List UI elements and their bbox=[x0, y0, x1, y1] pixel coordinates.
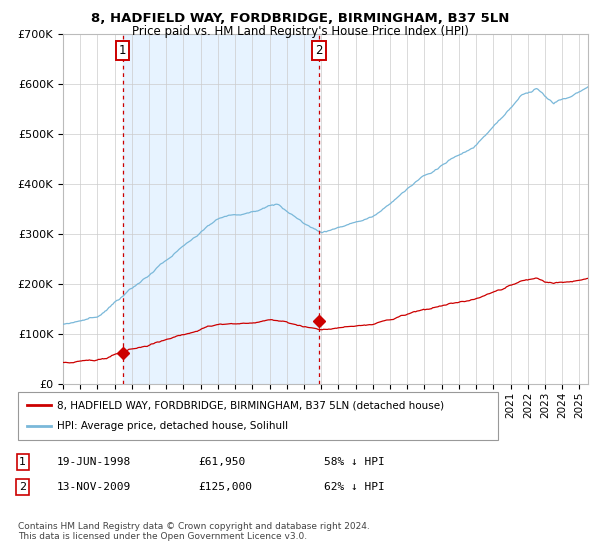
Text: 2: 2 bbox=[315, 44, 323, 57]
Text: 2: 2 bbox=[19, 482, 26, 492]
Text: 62% ↓ HPI: 62% ↓ HPI bbox=[324, 482, 385, 492]
Text: 8, HADFIELD WAY, FORDBRIDGE, BIRMINGHAM, B37 5LN (detached house): 8, HADFIELD WAY, FORDBRIDGE, BIRMINGHAM,… bbox=[57, 400, 444, 410]
Text: HPI: Average price, detached house, Solihull: HPI: Average price, detached house, Soli… bbox=[57, 421, 288, 431]
Text: 13-NOV-2009: 13-NOV-2009 bbox=[57, 482, 131, 492]
Bar bbox=[123, 34, 319, 384]
Text: 58% ↓ HPI: 58% ↓ HPI bbox=[324, 457, 385, 467]
Text: 1: 1 bbox=[119, 44, 127, 57]
Text: 1: 1 bbox=[19, 457, 26, 467]
Text: £125,000: £125,000 bbox=[198, 482, 252, 492]
Text: 8, HADFIELD WAY, FORDBRIDGE, BIRMINGHAM, B37 5LN: 8, HADFIELD WAY, FORDBRIDGE, BIRMINGHAM,… bbox=[91, 12, 509, 25]
Text: Contains HM Land Registry data © Crown copyright and database right 2024.
This d: Contains HM Land Registry data © Crown c… bbox=[18, 522, 370, 542]
Text: Price paid vs. HM Land Registry's House Price Index (HPI): Price paid vs. HM Land Registry's House … bbox=[131, 25, 469, 38]
Text: £61,950: £61,950 bbox=[198, 457, 245, 467]
Text: 19-JUN-1998: 19-JUN-1998 bbox=[57, 457, 131, 467]
